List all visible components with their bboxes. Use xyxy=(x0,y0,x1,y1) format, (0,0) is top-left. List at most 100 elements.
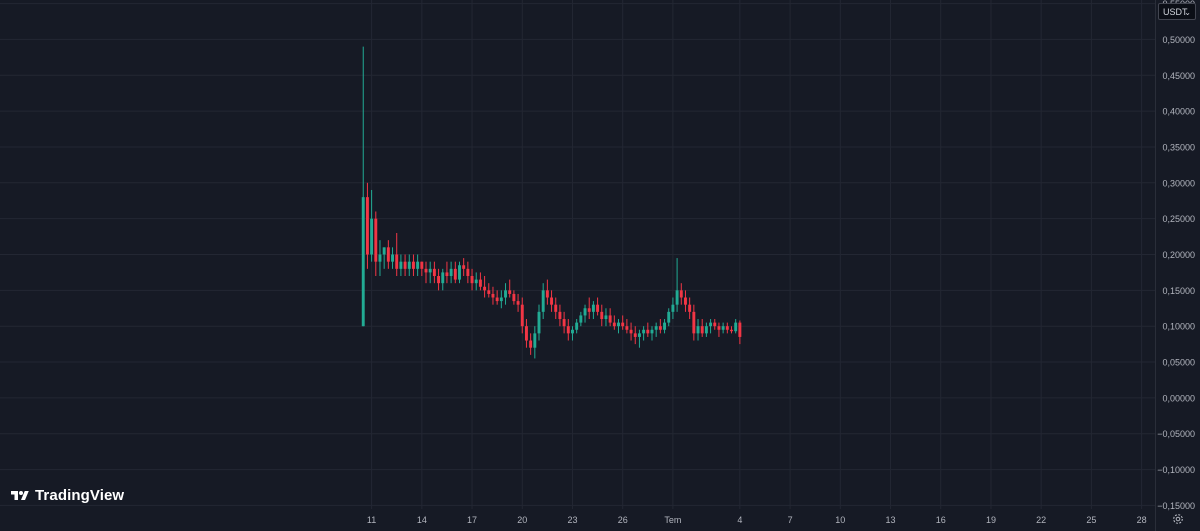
candle-body xyxy=(637,333,641,337)
candle-body xyxy=(361,197,365,327)
y-tick-label: −0,15000 xyxy=(1157,501,1195,511)
price-axis[interactable]: 0,550000,500000,450000,400000,350000,300… xyxy=(1157,0,1195,511)
candle-body xyxy=(625,326,629,330)
candle-body xyxy=(512,293,516,302)
candle-body xyxy=(432,268,436,277)
candle-body xyxy=(420,261,424,269)
candle-body xyxy=(374,218,378,262)
candle-body xyxy=(516,301,520,305)
x-tick-label: 16 xyxy=(936,515,946,525)
brand-name: TradingView xyxy=(35,487,125,504)
candles xyxy=(361,46,742,359)
candle-body xyxy=(667,311,671,323)
candle-body xyxy=(684,297,687,305)
candle-body xyxy=(679,290,683,298)
candle-body xyxy=(617,322,620,327)
candle-body xyxy=(428,268,432,273)
candle-body xyxy=(579,315,583,323)
candle-body xyxy=(504,290,507,298)
candle-body xyxy=(688,304,692,312)
candle-body xyxy=(474,279,478,284)
x-tick-label: 28 xyxy=(1137,515,1147,525)
candle-body xyxy=(416,261,420,269)
candle-body xyxy=(365,197,369,255)
candle-body xyxy=(571,329,574,334)
candle-body xyxy=(566,326,570,334)
tradingview-logo[interactable]: TradingView xyxy=(9,487,124,504)
candle-body xyxy=(478,279,482,287)
gear-icon[interactable] xyxy=(1172,513,1184,525)
candle-body xyxy=(378,254,382,262)
candle-body xyxy=(529,340,533,348)
candle-body xyxy=(642,329,646,334)
candle-body xyxy=(441,272,445,284)
candle-body xyxy=(717,326,721,330)
candle-body xyxy=(541,290,545,312)
candle-body xyxy=(462,265,466,269)
time-axis[interactable]: 11 14 17 20 23 26 Tem 4 7 10 13 16 19 22 25 28 xyxy=(367,515,1147,525)
x-tick-label: 7 xyxy=(788,515,793,525)
candle-body xyxy=(596,304,600,312)
currency-label: USDT xyxy=(1163,7,1188,17)
candle-body xyxy=(520,304,524,327)
candle-body xyxy=(437,276,441,284)
y-tick-label: 0,00000 xyxy=(1162,393,1195,403)
candle-body xyxy=(470,276,474,284)
candle-body xyxy=(591,304,595,312)
candle-body xyxy=(654,326,658,330)
candle-body xyxy=(391,254,394,262)
candle-body xyxy=(545,290,549,298)
candle-body xyxy=(671,304,675,312)
candle-body xyxy=(533,333,537,348)
candle-body xyxy=(399,261,403,269)
candle-body xyxy=(738,322,742,337)
candle-body xyxy=(524,326,528,341)
y-tick-label: −0,05000 xyxy=(1157,429,1195,439)
candle-body xyxy=(587,308,591,312)
x-tick-label: 17 xyxy=(467,515,477,525)
candle-body xyxy=(370,218,374,255)
x-tick-label: 14 xyxy=(417,515,427,525)
chevron-down-icon: ⌄ xyxy=(1184,8,1191,17)
chart-grid xyxy=(0,0,1155,509)
candle-body xyxy=(721,326,725,330)
y-tick-label: 0,25000 xyxy=(1162,214,1195,224)
candle-body xyxy=(692,311,696,334)
candle-body xyxy=(449,268,453,277)
x-tick-label: 23 xyxy=(567,515,577,525)
y-tick-label: 0,45000 xyxy=(1162,71,1195,81)
x-tick-label: 11 xyxy=(367,515,376,525)
currency-selector[interactable]: USDT ⌄ xyxy=(1158,3,1196,20)
candle-body xyxy=(709,322,713,327)
candle-body xyxy=(562,319,566,327)
y-tick-label: 0,10000 xyxy=(1162,322,1195,332)
candle-body xyxy=(495,297,499,302)
candle-body xyxy=(600,311,604,320)
x-tick-label: 13 xyxy=(886,515,896,525)
x-tick-label: 19 xyxy=(986,515,996,525)
x-tick-label: 26 xyxy=(618,515,628,525)
y-tick-label: 0,35000 xyxy=(1162,142,1195,152)
candle-body xyxy=(466,268,470,277)
x-tick-label: 4 xyxy=(737,515,742,525)
y-tick-label: 0,15000 xyxy=(1162,286,1195,296)
candle-body xyxy=(730,329,733,332)
candle-body xyxy=(407,261,411,269)
candle-body xyxy=(734,322,738,332)
tradingview-logo-icon xyxy=(11,490,29,500)
candle-body xyxy=(458,265,461,280)
candle-body xyxy=(575,322,579,330)
candle-body xyxy=(508,290,512,294)
candle-body xyxy=(382,247,386,255)
candle-body xyxy=(608,315,612,323)
candle-body xyxy=(537,311,541,334)
candle-body xyxy=(663,322,667,330)
candle-body xyxy=(558,311,562,320)
candle-body xyxy=(621,322,625,327)
candle-body xyxy=(499,297,503,302)
x-tick-label: 10 xyxy=(835,515,845,525)
candle-body xyxy=(604,315,608,320)
candle-body xyxy=(483,286,487,291)
candle-body xyxy=(386,247,390,262)
